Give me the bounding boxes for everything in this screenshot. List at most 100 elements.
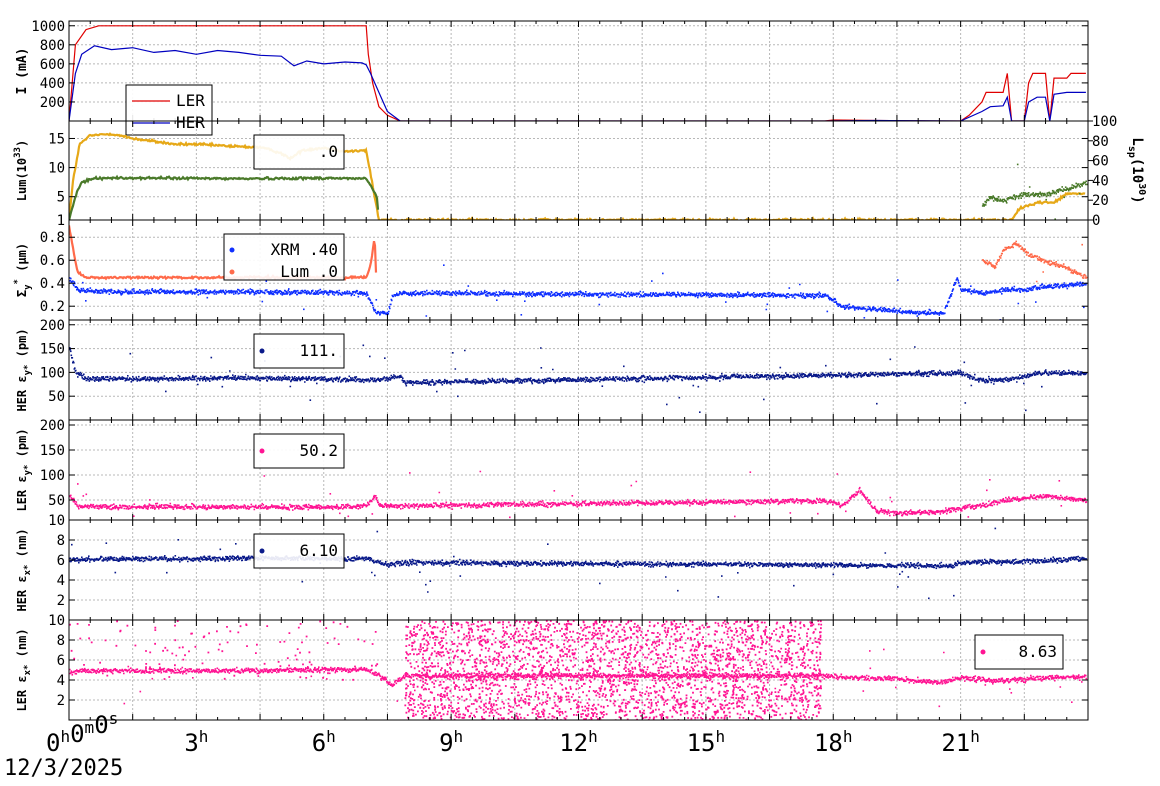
series-group	[69, 344, 1088, 413]
series-group	[69, 620, 1088, 720]
series-group	[69, 527, 1088, 600]
y-tick-label: 50	[48, 493, 65, 509]
x-tick-label: 0h0m0s	[46, 709, 118, 757]
y2-tick-label: 20	[1092, 193, 1109, 209]
series-0-line	[69, 132, 1086, 220]
series-ler-line	[69, 25, 1086, 121]
legend: LER HER	[125, 84, 213, 136]
legend-box	[125, 84, 213, 136]
series-group	[69, 25, 1086, 121]
legend-swatch	[229, 269, 235, 275]
y-tick-label: 0.4	[40, 276, 65, 292]
y2-tick-label: 60	[1092, 154, 1109, 170]
y-tick-label: 5	[57, 190, 65, 206]
y-tick-label: 15	[48, 131, 65, 147]
x-tick-label: 12h	[559, 727, 598, 757]
y-axis-label: HER εy* (pm)	[15, 328, 33, 411]
y-axis-label: LER εx* (nm)	[15, 628, 33, 711]
series-group	[69, 132, 1088, 220]
y-tick-label: 800	[40, 38, 65, 54]
y-tick-label: 400	[40, 76, 65, 92]
legend-swatch	[980, 649, 986, 655]
y-tick-label: 600	[40, 57, 65, 73]
y-tick-label: 150	[40, 342, 65, 358]
time-axis: 0h0m0s 3h 6h 9h 12h 15h 18h 21h	[46, 709, 980, 757]
legend-box	[253, 433, 345, 469]
series-2-points	[69, 264, 1088, 320]
x-tick-label: 3h	[184, 727, 208, 757]
legend-label: 8.63	[1018, 642, 1057, 661]
y-tick-label: 50	[48, 389, 65, 405]
legend-label: 111.	[299, 341, 338, 360]
y2-tick-label: 100	[1092, 114, 1117, 130]
legend-box	[253, 333, 345, 369]
legend: 111.	[253, 333, 345, 369]
legend: .0	[253, 134, 345, 170]
y-tick-label: 6	[57, 553, 65, 569]
panel-3: 0.8 0.6 0.4 0.2 Σy* (μm) XRM .40 Lum .0	[13, 219, 1089, 321]
series-1-line	[69, 174, 380, 220]
y-tick-label: 150	[40, 443, 65, 459]
y-tick-label: 1	[57, 213, 65, 229]
x-tick-label: 21h	[941, 727, 980, 757]
y2-axis-label: Lsp(1030)	[1126, 137, 1147, 203]
legend: 8.63	[974, 634, 1064, 670]
legend-swatch	[259, 548, 265, 554]
y-tick-label: 1000	[31, 19, 65, 35]
y-tick-label: 100	[40, 365, 65, 381]
legend-label: .0	[319, 142, 338, 161]
y-axis-label: Lum(1033)	[13, 140, 29, 201]
legend-swatch	[259, 448, 265, 454]
legend-box	[974, 634, 1064, 670]
y-tick-label: 10	[48, 161, 65, 177]
y-axis-label: I (mA)	[15, 48, 30, 95]
series-1-points	[981, 240, 1088, 283]
y2-tick-label: 80	[1092, 134, 1109, 150]
y2-tick-label: 40	[1092, 173, 1109, 189]
y-tick-label: 0.8	[40, 230, 65, 246]
legend-label: 6.10	[299, 541, 338, 560]
series-0-points	[69, 344, 1088, 413]
series-2-points	[981, 163, 1088, 220]
y-tick-label: 2	[57, 593, 65, 609]
y-tick-label: 4	[57, 573, 65, 589]
y-tick-label: 0.6	[40, 253, 65, 269]
series-2-scatter-cloud	[69, 620, 379, 681]
y-tick-label: 200	[40, 318, 65, 334]
panel-5: 200 150 100 50 10 LER εy* (pm) 50.2	[15, 418, 1089, 529]
y-tick-label: 8	[57, 533, 65, 549]
legend: 50.2	[253, 433, 345, 469]
y-tick-label: 200	[40, 95, 65, 111]
series-0-points	[69, 470, 1088, 520]
panel-4: 200 150 100 50 HER εy* (pm) 111.	[15, 318, 1089, 421]
y-tick-label: 10	[48, 613, 65, 629]
y-tick-label: 4	[57, 673, 65, 689]
panel-2: 15 10 5 1 Lum(1033) 100 80 60 40 20 0 Lsp(1030) .0	[13, 114, 1147, 229]
y2-tick-label: 0	[1092, 213, 1100, 229]
y-tick-label: 0.2	[40, 299, 65, 315]
legend-swatch	[259, 348, 265, 354]
panel-6: 8 6 4 2 HER εx* (nm) 6.10	[15, 519, 1089, 621]
legend: XRM .40 Lum .0	[223, 233, 345, 281]
date-label: 12/3/2025	[4, 756, 124, 781]
x-tick-label: 18h	[814, 727, 853, 757]
y-tick-label: 2	[57, 693, 65, 709]
legend-label: HER	[176, 113, 205, 132]
y-axis-label: Σy* (μm)	[13, 243, 33, 297]
legend-label: LER	[176, 91, 205, 110]
legend-box	[223, 233, 345, 281]
legend-box	[253, 533, 345, 569]
x-tick-label: 15h	[687, 727, 726, 757]
legend-label: Lum .0	[280, 262, 338, 281]
series-group	[69, 470, 1088, 520]
series-0-points	[69, 527, 1088, 600]
legend-box	[253, 134, 345, 170]
x-tick-label: 9h	[439, 727, 463, 757]
y-axis-label: LER εy* (pm)	[15, 428, 33, 511]
legend-swatch	[229, 247, 235, 253]
panel-1: 1000 800 600 400 200 I (mA) LER HER	[15, 19, 1089, 136]
y-tick-label: 100	[40, 468, 65, 484]
series-her-line	[69, 45, 1086, 121]
